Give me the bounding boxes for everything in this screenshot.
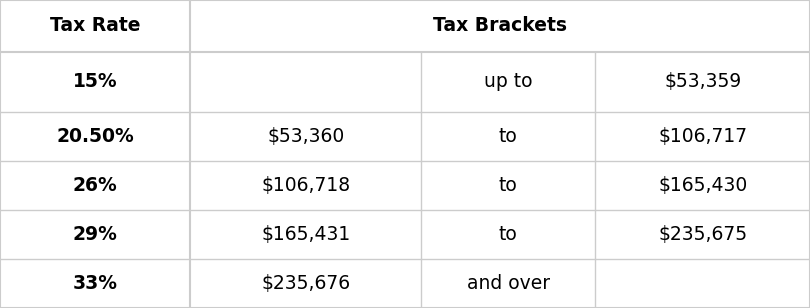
Text: $165,431: $165,431 [261,225,351,244]
Text: $106,718: $106,718 [261,176,351,195]
Text: to: to [499,127,518,146]
Text: $235,676: $235,676 [261,274,351,293]
Text: 29%: 29% [73,225,117,244]
Text: Tax Rate: Tax Rate [50,16,140,35]
Text: $53,359: $53,359 [664,72,741,91]
Text: $235,675: $235,675 [658,225,748,244]
Text: 33%: 33% [73,274,117,293]
Text: to: to [499,176,518,195]
Text: up to: up to [484,72,532,91]
Text: $53,360: $53,360 [267,127,344,146]
Text: 20.50%: 20.50% [57,127,134,146]
Text: $165,430: $165,430 [658,176,748,195]
Text: and over: and over [467,274,550,293]
Text: Tax Brackets: Tax Brackets [433,16,567,35]
Text: $106,717: $106,717 [658,127,748,146]
Text: 26%: 26% [73,176,117,195]
Text: 15%: 15% [73,72,117,91]
Text: to: to [499,225,518,244]
